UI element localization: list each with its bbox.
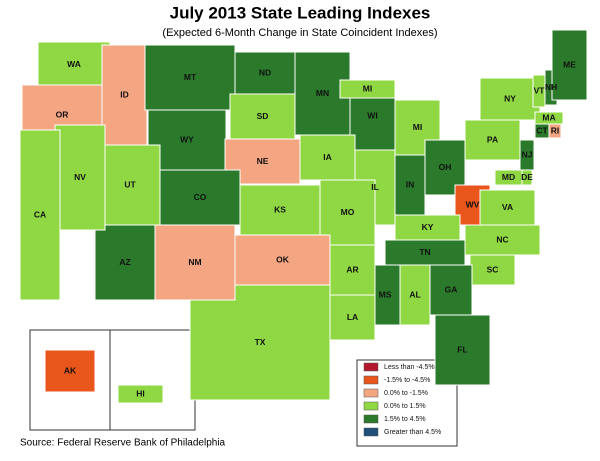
state xyxy=(299,134,356,181)
state-label: NV xyxy=(74,172,86,182)
state-label: SC xyxy=(487,264,499,274)
state-label: OR xyxy=(56,109,69,119)
state xyxy=(339,79,396,99)
state xyxy=(54,124,106,231)
state-label: GA xyxy=(445,284,458,294)
state xyxy=(479,189,536,226)
legend-swatch xyxy=(363,414,379,424)
state-label: VT xyxy=(534,85,546,95)
state-label: WY xyxy=(180,134,194,144)
state-label: KS xyxy=(274,204,286,214)
hawaii-inset xyxy=(109,329,196,431)
state-label: WV xyxy=(466,199,480,209)
state xyxy=(37,41,111,88)
state-label: CA xyxy=(34,209,46,219)
state-label: MT xyxy=(184,72,197,82)
state-label: NM xyxy=(188,257,201,267)
state xyxy=(464,119,521,161)
legend-label: 0.0% to 1.5% xyxy=(384,403,426,410)
state-label: UT xyxy=(124,179,136,189)
state-label: TN xyxy=(419,247,430,257)
state-label: WA xyxy=(67,59,81,69)
state xyxy=(548,123,562,139)
state-label: FL xyxy=(457,344,467,354)
state-label: MI xyxy=(363,83,372,93)
state-label: CT xyxy=(536,125,548,135)
state xyxy=(99,144,161,226)
state-label: NC xyxy=(496,234,508,244)
state xyxy=(479,77,541,121)
state-label: OH xyxy=(439,162,452,172)
state-label: WI xyxy=(367,110,377,120)
state xyxy=(394,154,426,216)
state-label: IL xyxy=(371,182,379,192)
state-label: MO xyxy=(341,207,355,217)
legend-swatch xyxy=(363,427,379,437)
state-label: ID xyxy=(120,89,129,99)
state-label: MD xyxy=(502,172,515,182)
title: July 2013 State Leading Indexes xyxy=(170,3,431,22)
state-label: OK xyxy=(276,254,290,264)
state-label: ND xyxy=(259,67,271,77)
legend-label: Greater than 4.5% xyxy=(384,429,441,436)
state xyxy=(434,314,491,386)
legend-label: -1.5% to -4.5% xyxy=(384,377,430,384)
state-label: MA xyxy=(542,112,555,122)
state-label: IA xyxy=(323,152,332,162)
legend-swatch xyxy=(363,375,379,385)
state-label: IN xyxy=(406,179,415,189)
state-label: CO xyxy=(194,192,207,202)
state-label: PA xyxy=(487,134,498,144)
state xyxy=(469,254,516,286)
state xyxy=(154,224,236,301)
subtitle: (Expected 6-Month Change in State Coinci… xyxy=(162,27,437,39)
state xyxy=(384,239,466,266)
state xyxy=(189,284,331,401)
state-label: NJ xyxy=(522,149,533,159)
state-label: HI xyxy=(136,388,145,398)
state-label: MI xyxy=(413,122,422,132)
state-label: DE xyxy=(521,172,533,182)
state xyxy=(551,29,588,101)
state-label: AZ xyxy=(119,257,130,267)
state-label: TX xyxy=(255,337,266,347)
state xyxy=(229,93,296,140)
state xyxy=(234,51,296,95)
state xyxy=(159,169,241,226)
state xyxy=(394,214,461,241)
legend-label: 0.0% to -1.5% xyxy=(384,390,428,397)
state xyxy=(101,44,148,146)
state xyxy=(19,129,61,301)
state-label: KY xyxy=(422,222,434,232)
legend-swatch xyxy=(363,388,379,398)
state xyxy=(464,224,541,256)
state-label: LA xyxy=(347,312,358,322)
state-label: MN xyxy=(316,88,329,98)
state-label: SD xyxy=(257,111,269,121)
state-label: RI xyxy=(551,125,560,135)
legend-swatch xyxy=(363,362,379,372)
state-label: NE xyxy=(257,156,269,166)
state xyxy=(44,349,96,393)
state-label: AK xyxy=(64,365,77,375)
state-label: NH xyxy=(545,82,557,92)
legend-label: 1.5% to 4.5% xyxy=(384,416,426,423)
state xyxy=(239,184,321,236)
source: Source: Federal Reserve Bank of Philadel… xyxy=(20,438,226,449)
state-label: AL xyxy=(409,289,420,299)
state-label: ME xyxy=(563,59,576,69)
state xyxy=(494,169,523,186)
state-label: MS xyxy=(379,289,392,299)
state-label: VA xyxy=(502,202,513,212)
state xyxy=(117,384,164,404)
state-label: NY xyxy=(504,93,516,103)
legend-swatch xyxy=(363,401,379,411)
state xyxy=(94,224,156,301)
state-label: AR xyxy=(346,264,358,274)
legend-label: Less than -4.5% xyxy=(384,364,435,371)
